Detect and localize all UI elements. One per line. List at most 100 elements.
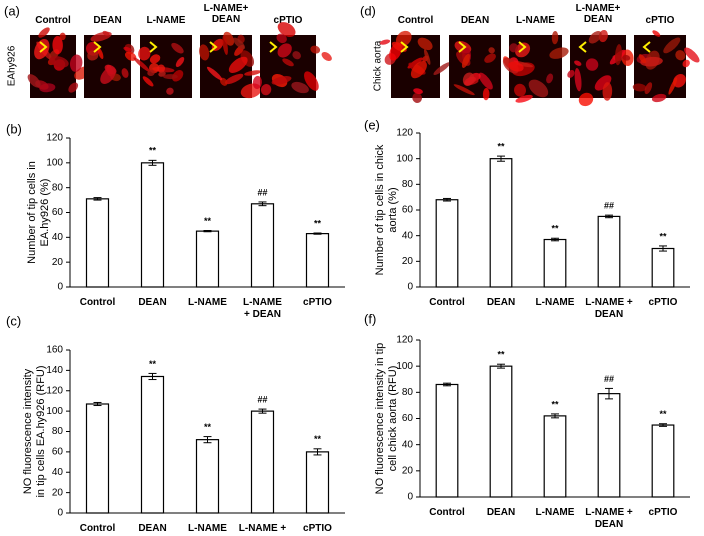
cell bbox=[602, 82, 613, 101]
cell bbox=[163, 74, 178, 80]
cell bbox=[515, 94, 533, 103]
cell bbox=[567, 70, 575, 78]
cell bbox=[291, 81, 309, 94]
significance-label: ** bbox=[551, 399, 559, 409]
cell bbox=[638, 54, 647, 64]
cell bbox=[379, 39, 391, 45]
y-tick-label: 60 bbox=[402, 413, 414, 424]
significance-label: ** bbox=[659, 409, 667, 419]
y-tick-label: 0 bbox=[407, 282, 413, 293]
cell bbox=[551, 30, 559, 45]
cell bbox=[69, 54, 83, 72]
side-label: Chick aorta bbox=[373, 40, 384, 91]
cell bbox=[478, 72, 493, 90]
cell bbox=[199, 44, 210, 61]
arrow bbox=[93, 41, 102, 53]
x-tick-label: cPTIO bbox=[649, 507, 678, 518]
cell bbox=[574, 60, 582, 66]
x-tick-label: Control bbox=[429, 507, 465, 518]
bar bbox=[597, 215, 621, 288]
image-caption: cPTIO bbox=[274, 15, 303, 26]
error-bar bbox=[203, 230, 212, 233]
cell bbox=[166, 87, 174, 95]
cell bbox=[424, 49, 431, 65]
arrow bbox=[578, 41, 587, 53]
image-caption: Control bbox=[398, 15, 434, 26]
bar bbox=[250, 410, 275, 514]
cell bbox=[413, 88, 423, 95]
x-tick-label: DEAN bbox=[138, 297, 166, 308]
cell bbox=[461, 53, 470, 68]
cell bbox=[224, 73, 244, 85]
error-bar bbox=[605, 387, 613, 400]
y-tick-label: 120 bbox=[396, 128, 413, 139]
significance-label: ## bbox=[257, 187, 267, 197]
y-axis-label: NO fluorescence intensityin tip cells EA… bbox=[22, 365, 47, 497]
cell bbox=[138, 46, 151, 61]
cell bbox=[38, 27, 50, 38]
x-tick-label: L-NAME bbox=[536, 297, 575, 308]
cell bbox=[488, 47, 495, 54]
panel-label: (e) bbox=[364, 117, 380, 132]
cell bbox=[147, 69, 155, 76]
y-tick-label: 20 bbox=[402, 256, 414, 267]
image-caption: Control bbox=[35, 15, 71, 26]
y-tick-label: 80 bbox=[402, 387, 414, 398]
bar bbox=[195, 230, 220, 288]
cell bbox=[262, 89, 269, 94]
y-axis-label: Number of tip cells in chickaorta (%) bbox=[374, 144, 399, 275]
cell bbox=[172, 70, 184, 82]
cell bbox=[27, 74, 41, 88]
bar bbox=[651, 247, 675, 288]
cell bbox=[668, 77, 678, 95]
cell bbox=[484, 53, 496, 63]
cell bbox=[133, 57, 150, 72]
y-tick-label: 40 bbox=[402, 439, 414, 450]
cell bbox=[222, 35, 228, 55]
error-bar bbox=[93, 197, 102, 201]
y-tick-label: 60 bbox=[402, 205, 414, 216]
significance-label: ** bbox=[497, 350, 505, 360]
x-tick-label: L-NAME +DEAN bbox=[239, 523, 287, 536]
y-tick-label: 0 bbox=[407, 492, 413, 503]
cell bbox=[277, 43, 292, 58]
error-bar bbox=[605, 214, 613, 219]
cell bbox=[123, 46, 132, 52]
cell bbox=[149, 54, 161, 64]
cell bbox=[175, 56, 185, 67]
cell bbox=[90, 31, 112, 42]
y-tick-label: 140 bbox=[46, 365, 63, 376]
cell bbox=[142, 76, 154, 87]
y-tick-label: 100 bbox=[46, 406, 63, 417]
cell bbox=[412, 92, 422, 103]
image-caption: L-NAME+ DEAN bbox=[576, 3, 621, 25]
cell bbox=[514, 83, 526, 97]
significance-label: ** bbox=[497, 141, 505, 151]
error-bar bbox=[659, 423, 667, 427]
y-tick-label: 40 bbox=[402, 230, 414, 241]
cell bbox=[59, 32, 66, 41]
y-tick-label: 80 bbox=[52, 426, 64, 437]
y-tick-label: 100 bbox=[396, 361, 413, 372]
bar bbox=[85, 198, 110, 288]
image-caption: L-NAME bbox=[516, 15, 555, 26]
arrow bbox=[458, 41, 467, 53]
y-tick-label: 60 bbox=[52, 447, 64, 458]
arrow bbox=[642, 41, 651, 53]
arrow bbox=[269, 41, 278, 53]
significance-label: ** bbox=[149, 146, 157, 156]
cell bbox=[549, 47, 569, 59]
significance-label: ## bbox=[604, 374, 614, 384]
y-tick-label: 60 bbox=[52, 207, 64, 218]
cell bbox=[277, 22, 296, 37]
cell bbox=[651, 93, 667, 103]
bar bbox=[543, 415, 567, 498]
x-tick-label: cPTIO bbox=[303, 297, 332, 308]
error-bar bbox=[497, 155, 505, 162]
significance-label: ** bbox=[659, 231, 667, 241]
arrow bbox=[209, 41, 218, 53]
image-caption: cPTIO bbox=[646, 15, 675, 26]
panel-label: (c) bbox=[6, 313, 21, 328]
cell bbox=[464, 76, 476, 86]
